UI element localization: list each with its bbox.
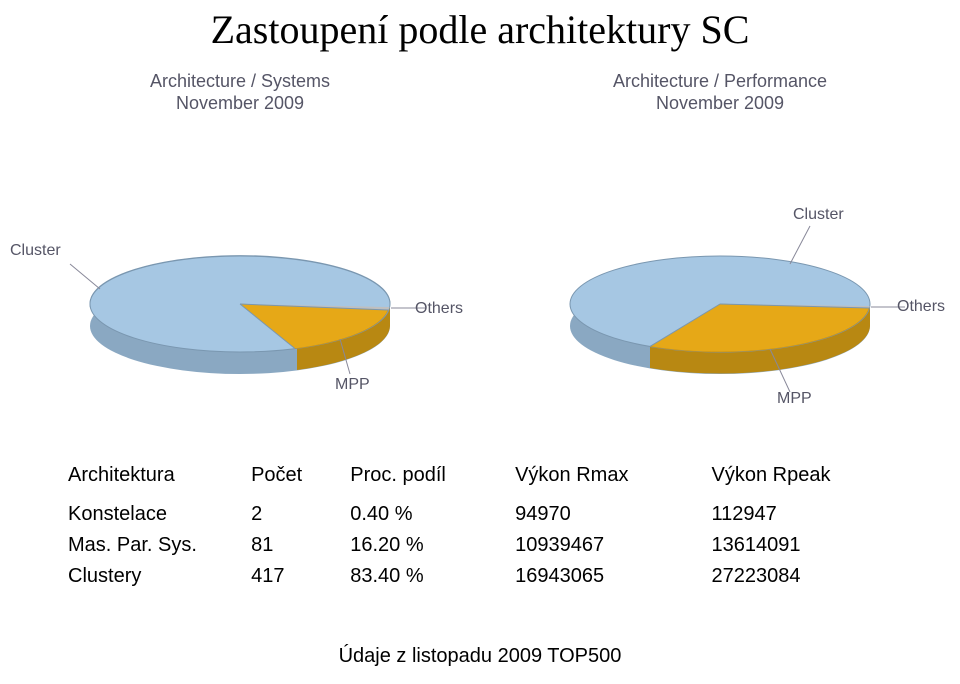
pie-systems: Cluster Others MPP	[5, 114, 475, 414]
chart-performance-title: Architecture / Performance	[485, 70, 955, 93]
pie-performance: Cluster Others MPP	[485, 114, 955, 414]
page-title: Zastoupení podle architektury SC	[0, 6, 960, 53]
data-table: Architektura Počet Proc. podíl Výkon Rma…	[60, 460, 900, 592]
chart-systems-title: Architecture / Systems	[5, 70, 475, 93]
cell: 16943065	[507, 561, 703, 592]
chart-performance-subtitle: November 2009	[485, 93, 955, 114]
label-mpp: MPP	[335, 376, 370, 394]
label-mpp-r: MPP	[777, 390, 812, 408]
th-proc-podil: Proc. podíl	[342, 460, 507, 491]
cell: 10939467	[507, 530, 703, 561]
label-cluster-r: Cluster	[793, 206, 844, 224]
cell: 112947	[704, 499, 900, 530]
label-others: Others	[415, 300, 463, 318]
label-cluster: Cluster	[10, 242, 61, 260]
th-architektura: Architektura	[60, 460, 243, 491]
charts-row: Architecture / Systems November 2009	[0, 70, 960, 440]
cell: 94970	[507, 499, 703, 530]
th-vykon-rmax: Výkon Rmax	[507, 460, 703, 491]
cell: 81	[243, 530, 342, 561]
chart-systems-subtitle: November 2009	[5, 93, 475, 114]
cell: 0.40 %	[342, 499, 507, 530]
cell: Mas. Par. Sys.	[60, 530, 243, 561]
label-others-r: Others	[897, 298, 945, 316]
cell: 83.40 %	[342, 561, 507, 592]
chart-performance: Architecture / Performance November 2009	[485, 70, 955, 440]
cell: 417	[243, 561, 342, 592]
th-pocet: Počet	[243, 460, 342, 491]
cell: Konstelace	[60, 499, 243, 530]
cell: 27223084	[704, 561, 900, 592]
cell: 16.20 %	[342, 530, 507, 561]
table-row: Konstelace 2 0.40 % 94970 112947	[60, 499, 900, 530]
table-row: Mas. Par. Sys. 81 16.20 % 10939467 13614…	[60, 530, 900, 561]
footnote: Údaje z listopadu 2009 TOP500	[0, 645, 960, 668]
th-vykon-rpeak: Výkon Rpeak	[704, 460, 900, 491]
table-row: Clustery 417 83.40 % 16943065 27223084	[60, 561, 900, 592]
table-header-row: Architektura Počet Proc. podíl Výkon Rma…	[60, 460, 900, 491]
cell: 2	[243, 499, 342, 530]
chart-systems: Architecture / Systems November 2009	[5, 70, 475, 440]
cell: 13614091	[704, 530, 900, 561]
cell: Clustery	[60, 561, 243, 592]
